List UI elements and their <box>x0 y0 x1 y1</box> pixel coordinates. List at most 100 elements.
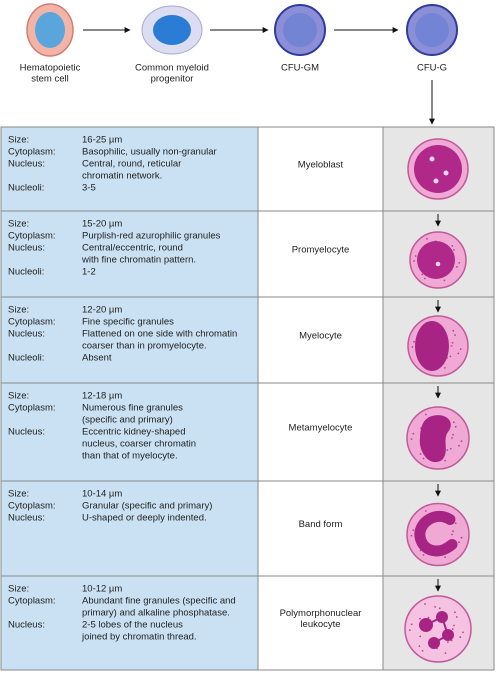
cytoplasm <box>404 595 472 663</box>
field-value: Basophilic, usually non-granular <box>82 147 217 158</box>
granule <box>444 556 446 558</box>
field-value: with fine chromatin pattern. <box>81 255 196 266</box>
table: Size: 16-25 µm Cytoplasm: Basophilic, usual… <box>0 126 495 671</box>
field-label: Cytoplasm: <box>8 596 56 607</box>
field-label: Cytoplasm: <box>8 317 56 328</box>
granule <box>419 453 422 455</box>
field-value: Granular (specific and primary) <box>82 501 212 512</box>
field-label: Nucleus: <box>8 513 45 524</box>
stem-cell <box>26 3 74 57</box>
properties-cell <box>0 126 259 212</box>
granule <box>444 367 446 369</box>
granule <box>419 617 421 620</box>
field-value: Numerous fine granules <box>82 403 183 414</box>
cell-drawing <box>407 315 469 377</box>
field-label: Size: <box>8 305 29 316</box>
cell-drawing <box>406 502 470 567</box>
granule <box>410 534 413 537</box>
nucleus-lobe <box>428 637 440 649</box>
cell-drawing <box>404 595 472 663</box>
field-label: Nucleus: <box>8 620 45 631</box>
field-value: 10-14 µm <box>82 489 122 500</box>
stage-name: Metamyelocyte <box>289 423 353 434</box>
granule <box>413 340 415 343</box>
nucleolus <box>435 261 441 267</box>
nucleus <box>414 145 462 193</box>
granule <box>449 355 452 358</box>
field-value: coarser than in promyelocyte. <box>82 341 207 352</box>
granule <box>454 334 456 336</box>
properties-cell <box>0 210 259 298</box>
nucleolus <box>443 170 449 176</box>
stage-cell <box>257 210 384 298</box>
field-value: 16-25 µm <box>82 135 122 146</box>
chromatin-thread <box>425 615 450 644</box>
field-value: 12-18 µm <box>82 391 122 402</box>
field-label: Size: <box>8 219 29 230</box>
granule <box>456 266 458 268</box>
stage-name: Myeloblast <box>298 160 344 171</box>
granule <box>460 536 463 539</box>
granule <box>408 629 411 631</box>
field-value: than that of myelocyte. <box>82 451 178 462</box>
granule <box>453 249 455 251</box>
granule <box>447 641 449 643</box>
granule <box>452 433 454 436</box>
field-label: Nucleoli: <box>8 267 44 278</box>
granule <box>424 413 427 416</box>
field-label: Size: <box>8 135 29 146</box>
nucleus <box>414 510 458 557</box>
field-value: U-shaped or deeply indented. <box>82 513 207 524</box>
field-label: Nucleus: <box>8 243 45 254</box>
nucleus-lobe <box>436 611 448 623</box>
granule <box>424 510 427 512</box>
myeloid-progenitor <box>141 5 203 55</box>
properties-cell <box>0 575 259 671</box>
cell-label: Hematopoietic <box>20 63 81 74</box>
granule <box>452 421 455 424</box>
field-value: 12-20 µm <box>82 305 122 316</box>
cell-label: Common myeloid <box>135 63 209 74</box>
field-value: Central, round, reticular <box>82 159 181 170</box>
stage-name: Band form <box>299 519 343 530</box>
cell-label: stem cell <box>31 74 68 85</box>
stage-name: Promyelocyte <box>292 245 350 256</box>
field-value: Eccentric kidney-shaped <box>82 427 186 438</box>
field-value: Abundant fine granules (specific and <box>82 596 236 607</box>
granule <box>410 623 413 626</box>
nucleus <box>417 241 455 279</box>
cell-label: progenitor <box>151 74 194 85</box>
granule <box>454 425 457 428</box>
granule <box>449 447 452 450</box>
nucleus-lobe <box>419 618 433 632</box>
granule <box>444 459 446 462</box>
properties-cell <box>0 296 259 384</box>
granule <box>446 449 449 452</box>
granule <box>452 329 455 332</box>
granule <box>422 554 425 556</box>
granule <box>462 631 464 634</box>
granule <box>451 244 454 247</box>
field-label: Cytoplasm: <box>8 501 56 512</box>
granule <box>451 437 453 439</box>
granule <box>421 273 424 276</box>
cell-label: CFU-G <box>417 63 447 74</box>
granule <box>419 635 422 638</box>
granule <box>422 457 425 460</box>
granule <box>427 616 430 619</box>
granule <box>434 606 436 608</box>
field-label: Size: <box>8 489 29 500</box>
field-label: Size: <box>8 391 29 402</box>
nucleus <box>419 415 451 463</box>
stage-name: Myelocyte <box>299 331 342 342</box>
granule <box>454 611 456 614</box>
granule <box>414 255 417 257</box>
granule <box>443 279 446 282</box>
field-label: Nucleoli: <box>8 183 44 194</box>
field-value: 10-12 µm <box>82 584 122 595</box>
granule <box>426 237 428 240</box>
nucleus <box>415 321 449 371</box>
granule <box>452 530 454 533</box>
granule <box>458 541 460 544</box>
